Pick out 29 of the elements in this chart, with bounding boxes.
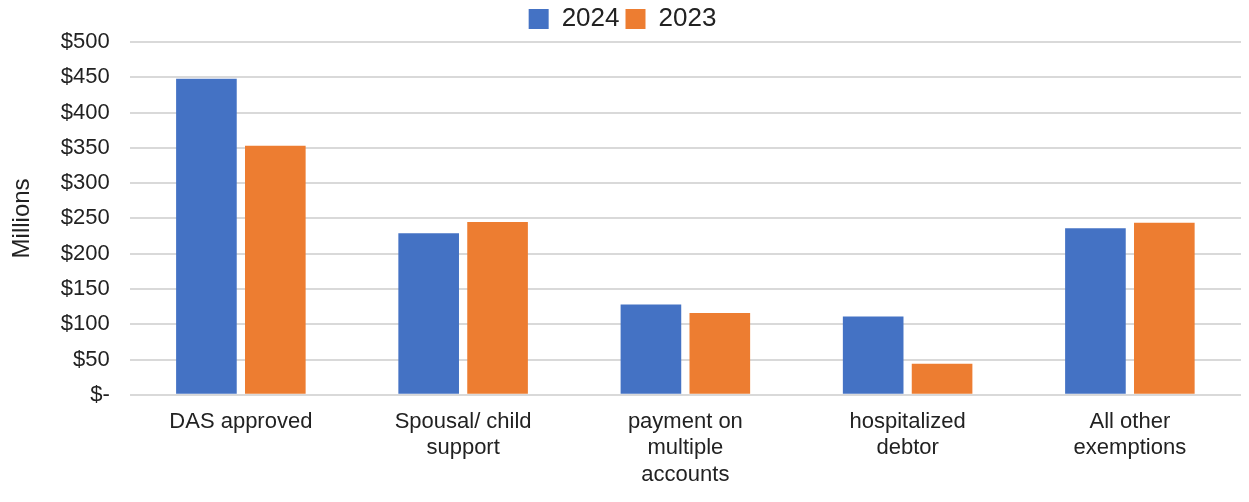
x-tick-label: DAS approved <box>169 408 313 434</box>
bar <box>689 312 751 394</box>
y-tick-label: $150 <box>60 275 110 301</box>
legend-label: 2023 <box>658 2 717 33</box>
bar <box>245 145 306 394</box>
y-tick-label: $250 <box>60 204 110 230</box>
legend-label: 2024 <box>561 2 620 33</box>
bar <box>842 316 904 394</box>
y-axis-title: Millions <box>7 178 35 259</box>
y-tick-label: $200 <box>60 239 110 265</box>
y-tick-label: $400 <box>60 98 110 124</box>
y-tick-label: $350 <box>60 133 110 159</box>
y-tick-label: $500 <box>60 28 110 54</box>
bar <box>1065 228 1126 394</box>
x-tick-label: payment on multiple accounts <box>627 408 743 486</box>
x-tick-label: Spousal/ child support <box>394 408 532 460</box>
y-tick-label: $50 <box>73 345 110 371</box>
y-tick-label: $100 <box>60 310 110 336</box>
y-tick-label: $450 <box>60 63 110 89</box>
x-tick-label: hospitalized debtor <box>849 408 966 460</box>
bar <box>176 78 237 394</box>
bar <box>620 304 682 394</box>
bar <box>911 363 973 394</box>
y-tick-label: $- <box>90 380 110 406</box>
bar <box>1134 222 1195 394</box>
x-tick-label: All other exemptions <box>1073 408 1187 460</box>
bar <box>467 221 528 394</box>
y-tick-label: $300 <box>60 169 110 195</box>
bar <box>398 233 459 394</box>
